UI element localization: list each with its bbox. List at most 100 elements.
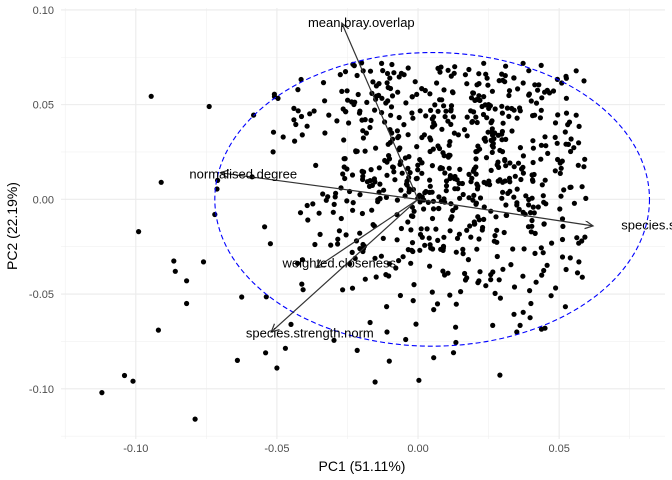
data-point: [427, 183, 433, 189]
data-point: [535, 204, 541, 210]
data-point: [565, 122, 571, 128]
major-gridlines: [61, 8, 665, 439]
data-point: [385, 98, 391, 104]
data-point: [200, 259, 207, 265]
data-point: [354, 347, 360, 353]
data-point: [511, 164, 517, 170]
data-point: [457, 195, 463, 201]
data-point: [468, 95, 475, 101]
data-point: [349, 285, 356, 291]
data-point: [391, 70, 397, 76]
data-point: [536, 82, 542, 88]
data-point: [282, 345, 288, 351]
data-point: [436, 194, 442, 200]
data-point: [454, 235, 461, 241]
data-point: [514, 202, 520, 208]
data-point: [340, 171, 346, 177]
data-point: [496, 277, 502, 283]
data-point: [429, 289, 435, 295]
data-point: [540, 193, 546, 199]
data-point: [530, 145, 537, 151]
data-point: [335, 241, 341, 247]
data-point: [475, 143, 481, 149]
data-point: [407, 170, 413, 176]
data-point: [331, 201, 337, 207]
data-point: [431, 307, 437, 313]
data-point: [482, 102, 488, 108]
data-point: [427, 91, 433, 97]
data-point: [552, 168, 558, 174]
data-point: [383, 194, 389, 200]
data-point: [397, 145, 403, 151]
data-point: [447, 152, 453, 158]
data-point: [483, 155, 490, 161]
data-point: [538, 326, 545, 332]
data-point: [437, 97, 443, 103]
data-point: [499, 110, 505, 116]
data-point: [412, 79, 418, 85]
data-point: [441, 153, 447, 159]
data-point: [503, 163, 509, 169]
data-point: [545, 150, 551, 156]
data-point: [558, 165, 564, 171]
data-point: [528, 300, 534, 307]
data-point: [270, 149, 276, 155]
data-point: [520, 170, 527, 176]
data-point: [343, 232, 349, 238]
data-point: [263, 350, 269, 356]
data-point: [443, 178, 450, 184]
data-point: [555, 156, 561, 163]
data-point: [471, 168, 477, 174]
data-point: [366, 183, 373, 189]
data-point: [576, 240, 582, 246]
data-point: [537, 115, 544, 121]
y-tick-label: -0.10: [29, 384, 54, 396]
data-point: [130, 378, 136, 384]
data-point: [464, 275, 470, 281]
data-point: [416, 377, 422, 383]
data-point: [408, 213, 415, 219]
data-point: [535, 87, 541, 93]
data-point: [511, 194, 517, 200]
data-point: [148, 93, 154, 99]
data-point: [403, 181, 410, 187]
data-point: [336, 228, 342, 234]
y-tick-label: 0.10: [33, 5, 54, 17]
data-point: [561, 187, 567, 193]
data-point: [417, 231, 424, 238]
data-point: [385, 84, 391, 91]
data-point: [466, 195, 472, 201]
data-point: [528, 229, 534, 235]
data-point: [448, 103, 455, 109]
data-point: [499, 103, 505, 109]
data-point: [359, 60, 365, 66]
data-point: [462, 270, 468, 277]
data-point: [440, 245, 446, 251]
data-point: [511, 311, 517, 317]
data-point: [557, 170, 563, 176]
data-point: [511, 284, 518, 290]
data-point: [367, 124, 373, 131]
data-point: [338, 215, 344, 222]
data-point: [415, 167, 421, 173]
data-point: [121, 372, 128, 379]
data-point: [465, 257, 471, 263]
data-point: [568, 148, 574, 155]
data-point: [533, 100, 540, 106]
data-point: [428, 137, 434, 143]
data-point: [184, 300, 190, 307]
data-point: [549, 240, 555, 246]
data-point: [384, 80, 390, 86]
data-point: [541, 221, 547, 227]
data-point: [460, 246, 466, 252]
data-point: [432, 102, 438, 108]
data-point: [344, 198, 350, 204]
data-point: [410, 248, 416, 255]
data-point: [491, 136, 497, 142]
data-point: [494, 253, 500, 260]
data-point: [450, 114, 456, 120]
data-point: [470, 197, 476, 203]
data-point: [582, 234, 588, 240]
data-point: [376, 165, 382, 171]
data-point: [550, 88, 557, 94]
